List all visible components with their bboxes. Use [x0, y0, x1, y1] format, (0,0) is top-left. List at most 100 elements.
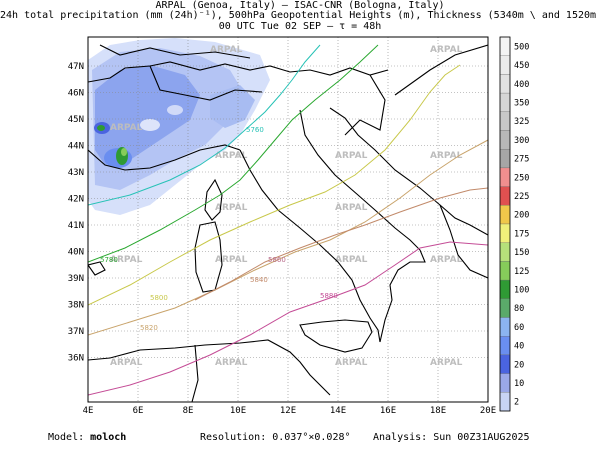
lon-label: 16E	[380, 406, 396, 416]
lat-label: 40N	[68, 248, 84, 258]
colorbar-label: 400	[514, 80, 529, 90]
lat-label: 37N	[68, 327, 84, 337]
colorbar-swatch	[499, 261, 511, 281]
lon-label: 20E	[480, 406, 496, 416]
lat-lon-grid	[88, 37, 488, 402]
colorbar-label: 225	[514, 192, 529, 202]
colorbar-label: 125	[514, 267, 529, 277]
lon-label: 10E	[230, 406, 246, 416]
colorbar-swatch	[499, 74, 511, 94]
colorbar-label: 150	[514, 248, 529, 258]
title-line-1: ARPAL (Genoa, Italy) — ISAC-CNR (Bologna…	[155, 0, 445, 11]
contour-label: 5820	[140, 324, 158, 332]
lat-label: 47N	[68, 62, 84, 72]
footer-analysis: Analysis: Sun 00Z31AUG2025	[373, 432, 530, 443]
colorbar-swatch	[499, 205, 511, 225]
watermark-text: ARPAL	[215, 203, 248, 213]
lat-label: 44N	[68, 142, 84, 152]
contour-label: 5860	[268, 256, 286, 264]
colorbar-label: 500	[514, 42, 529, 52]
colorbar-label: 80	[514, 304, 524, 314]
watermark-text: ARPAL	[215, 358, 248, 368]
watermark-text: ARPAL	[335, 255, 368, 265]
colorbar-swatch	[499, 92, 511, 112]
colorbar-label: 60	[514, 323, 524, 333]
geopotential-contours	[88, 44, 488, 396]
footer-model: Model: moloch	[48, 432, 126, 443]
lon-label: 4E	[83, 406, 94, 416]
title-line-3: 00 UTC Tue 02 SEP — τ = 48h	[218, 21, 382, 32]
colorbar-frame	[499, 36, 511, 412]
precipitation-field	[88, 38, 270, 215]
lat-label: 36N	[68, 354, 84, 364]
watermark-text: ARPAL	[430, 151, 463, 161]
colorbar-label: 275	[514, 155, 529, 165]
map-frame	[87, 36, 489, 403]
lat-label: 38N	[68, 301, 84, 311]
lon-label: 12E	[280, 406, 296, 416]
watermark-text: ARPAL	[335, 203, 368, 213]
colorbar-label: 175	[514, 229, 529, 239]
contour-label: 5760	[246, 126, 264, 134]
colorbar-swatch	[499, 373, 511, 393]
contour-label: 5780	[100, 256, 118, 264]
colorbar-swatch	[499, 242, 511, 262]
watermark-layer: ARPAL ARPAL ARPAL ARPAL ARPAL ARPAL ARPAL ARPAL…	[110, 45, 463, 368]
watermark-text: ARPAL	[215, 255, 248, 265]
lon-label: 8E	[183, 406, 194, 416]
precipitation-colorbar: 500 450 400 350 325 300 275 250 225 200 175 150 125 1…	[499, 36, 529, 412]
lat-label: 45N	[68, 115, 84, 125]
colorbar-swatch	[499, 279, 511, 299]
watermark-text: ARPAL	[335, 151, 368, 161]
colorbar-label: 325	[514, 117, 529, 127]
colorbar-swatch	[499, 36, 511, 56]
colorbar-swatch	[499, 298, 511, 318]
watermark-text: ARPAL	[430, 358, 463, 368]
lat-label: 46N	[68, 89, 84, 99]
longitude-labels: 4E 6E 8E 10E 12E 14E 16E 18E 20E	[83, 406, 497, 416]
watermark-text: ARPAL	[110, 123, 143, 133]
latitude-labels: 36N 37N 38N 39N 40N 41N 42N 43N 44N 45N 46N 47N	[68, 62, 84, 364]
lat-label: 42N	[68, 195, 84, 205]
colorbar-swatch	[499, 392, 511, 412]
watermark-text: ARPAL	[215, 151, 248, 161]
watermark-text: ARPAL	[210, 45, 243, 55]
colorbar-label: 200	[514, 211, 529, 221]
colorbar-label: 40	[514, 342, 524, 352]
colorbar-label: 2	[514, 398, 519, 408]
model-label: Model:	[48, 432, 85, 443]
contour-label: 5880	[320, 292, 338, 300]
colorbar-swatch	[499, 130, 511, 150]
colorbar-swatch	[499, 149, 511, 169]
colorbar-swatch	[499, 186, 511, 206]
colorbar-label: 450	[514, 61, 529, 71]
footer-resolution: Resolution: 0.037°×0.028°	[200, 432, 351, 443]
colorbar-swatch	[499, 354, 511, 374]
lat-label: 43N	[68, 168, 84, 178]
lon-label: 18E	[430, 406, 446, 416]
watermark-text: ARPAL	[430, 255, 463, 265]
colorbar-swatch	[499, 317, 511, 337]
contour-label: 5840	[250, 276, 268, 284]
colorbar-swatch	[499, 336, 511, 356]
colorbar-swatch	[499, 55, 511, 75]
title-line-2: 24h total precipitation (mm (24h)⁻¹), 50…	[0, 10, 600, 21]
lat-label: 41N	[68, 221, 84, 231]
colorbar-label: 10	[514, 379, 524, 389]
colorbar-label: 300	[514, 136, 529, 146]
watermark-text: ARPAL	[335, 358, 368, 368]
coastlines	[88, 44, 488, 402]
colorbar-label: 100	[514, 285, 529, 295]
lat-label: 39N	[68, 274, 84, 284]
watermark-text: ARPAL	[110, 255, 143, 265]
lon-label: 14E	[330, 406, 346, 416]
watermark-text: ARPAL	[430, 45, 463, 55]
colorbar-swatch	[499, 223, 511, 243]
model-name: moloch	[90, 432, 127, 443]
colorbar-label: 350	[514, 98, 529, 108]
lon-label: 6E	[133, 406, 144, 416]
colorbar-label: 20	[514, 360, 524, 370]
contour-label: 5800	[150, 294, 168, 302]
colorbar-swatch	[499, 167, 511, 187]
